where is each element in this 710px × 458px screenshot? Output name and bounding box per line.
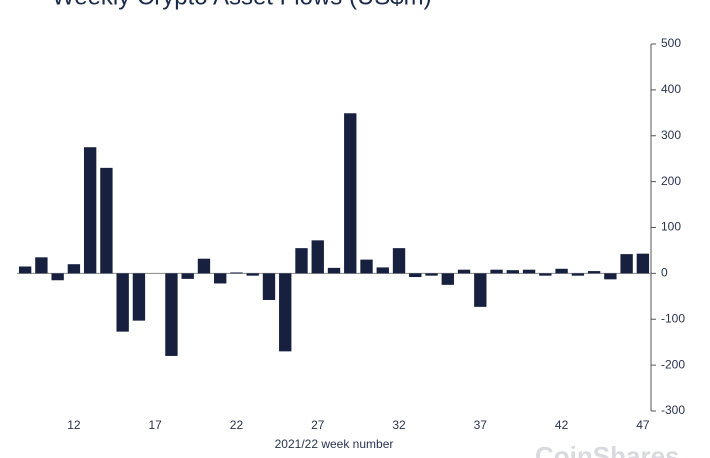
bar xyxy=(376,267,389,274)
bar xyxy=(604,273,617,280)
x-tick-label: 37 xyxy=(474,418,488,432)
x-tick-label: 27 xyxy=(311,418,325,432)
bar xyxy=(295,248,308,274)
bar xyxy=(344,113,357,274)
bar xyxy=(425,273,438,276)
x-tick-label: 22 xyxy=(230,418,244,432)
y-tick-label: 400 xyxy=(661,82,681,96)
bar xyxy=(214,273,227,284)
bar xyxy=(165,273,178,356)
bar xyxy=(230,272,243,274)
watermark: CoinShares xyxy=(535,441,680,458)
x-tick-label: 42 xyxy=(555,418,569,432)
x-axis-label: 2021/22 week number xyxy=(275,437,394,451)
bar xyxy=(51,273,64,281)
bar xyxy=(83,147,97,274)
y-tick-label: 500 xyxy=(661,36,681,50)
bar xyxy=(490,269,503,274)
bar xyxy=(18,266,32,274)
bar xyxy=(620,254,633,274)
bar xyxy=(409,273,422,278)
y-tick-label: 300 xyxy=(661,128,681,142)
bar xyxy=(262,273,276,300)
bar xyxy=(311,240,324,274)
bar xyxy=(181,273,194,279)
bar xyxy=(246,273,259,276)
bar xyxy=(392,248,406,274)
x-tick-label: 32 xyxy=(392,418,406,432)
bar xyxy=(506,270,519,274)
bar xyxy=(100,167,113,274)
bar xyxy=(555,268,568,274)
x-tick-label: 17 xyxy=(148,418,162,432)
y-tick-label: -100 xyxy=(661,311,685,325)
bar xyxy=(197,258,211,274)
y-tick-label: -300 xyxy=(661,403,685,417)
bar xyxy=(571,273,585,276)
y-tick-label: 200 xyxy=(661,174,681,188)
bar xyxy=(116,273,129,332)
y-tick-label: -200 xyxy=(661,357,685,371)
bar xyxy=(35,257,48,274)
bar xyxy=(132,273,146,321)
x-tick-label: 47 xyxy=(636,418,650,432)
bar xyxy=(67,264,81,274)
bar xyxy=(457,269,471,274)
y-tick-label: 0 xyxy=(661,266,668,280)
bar xyxy=(360,259,373,274)
chart-title: Weekly Crypto Asset Flows (US$m) xyxy=(52,0,432,10)
bar xyxy=(474,273,487,307)
bar xyxy=(522,269,536,274)
bar xyxy=(539,273,552,276)
bar xyxy=(636,253,650,274)
bar xyxy=(279,273,292,352)
bar xyxy=(587,271,601,274)
bar xyxy=(441,273,454,285)
x-tick-label: 12 xyxy=(67,418,81,432)
y-tick-label: 100 xyxy=(661,220,681,234)
bar xyxy=(327,267,341,274)
